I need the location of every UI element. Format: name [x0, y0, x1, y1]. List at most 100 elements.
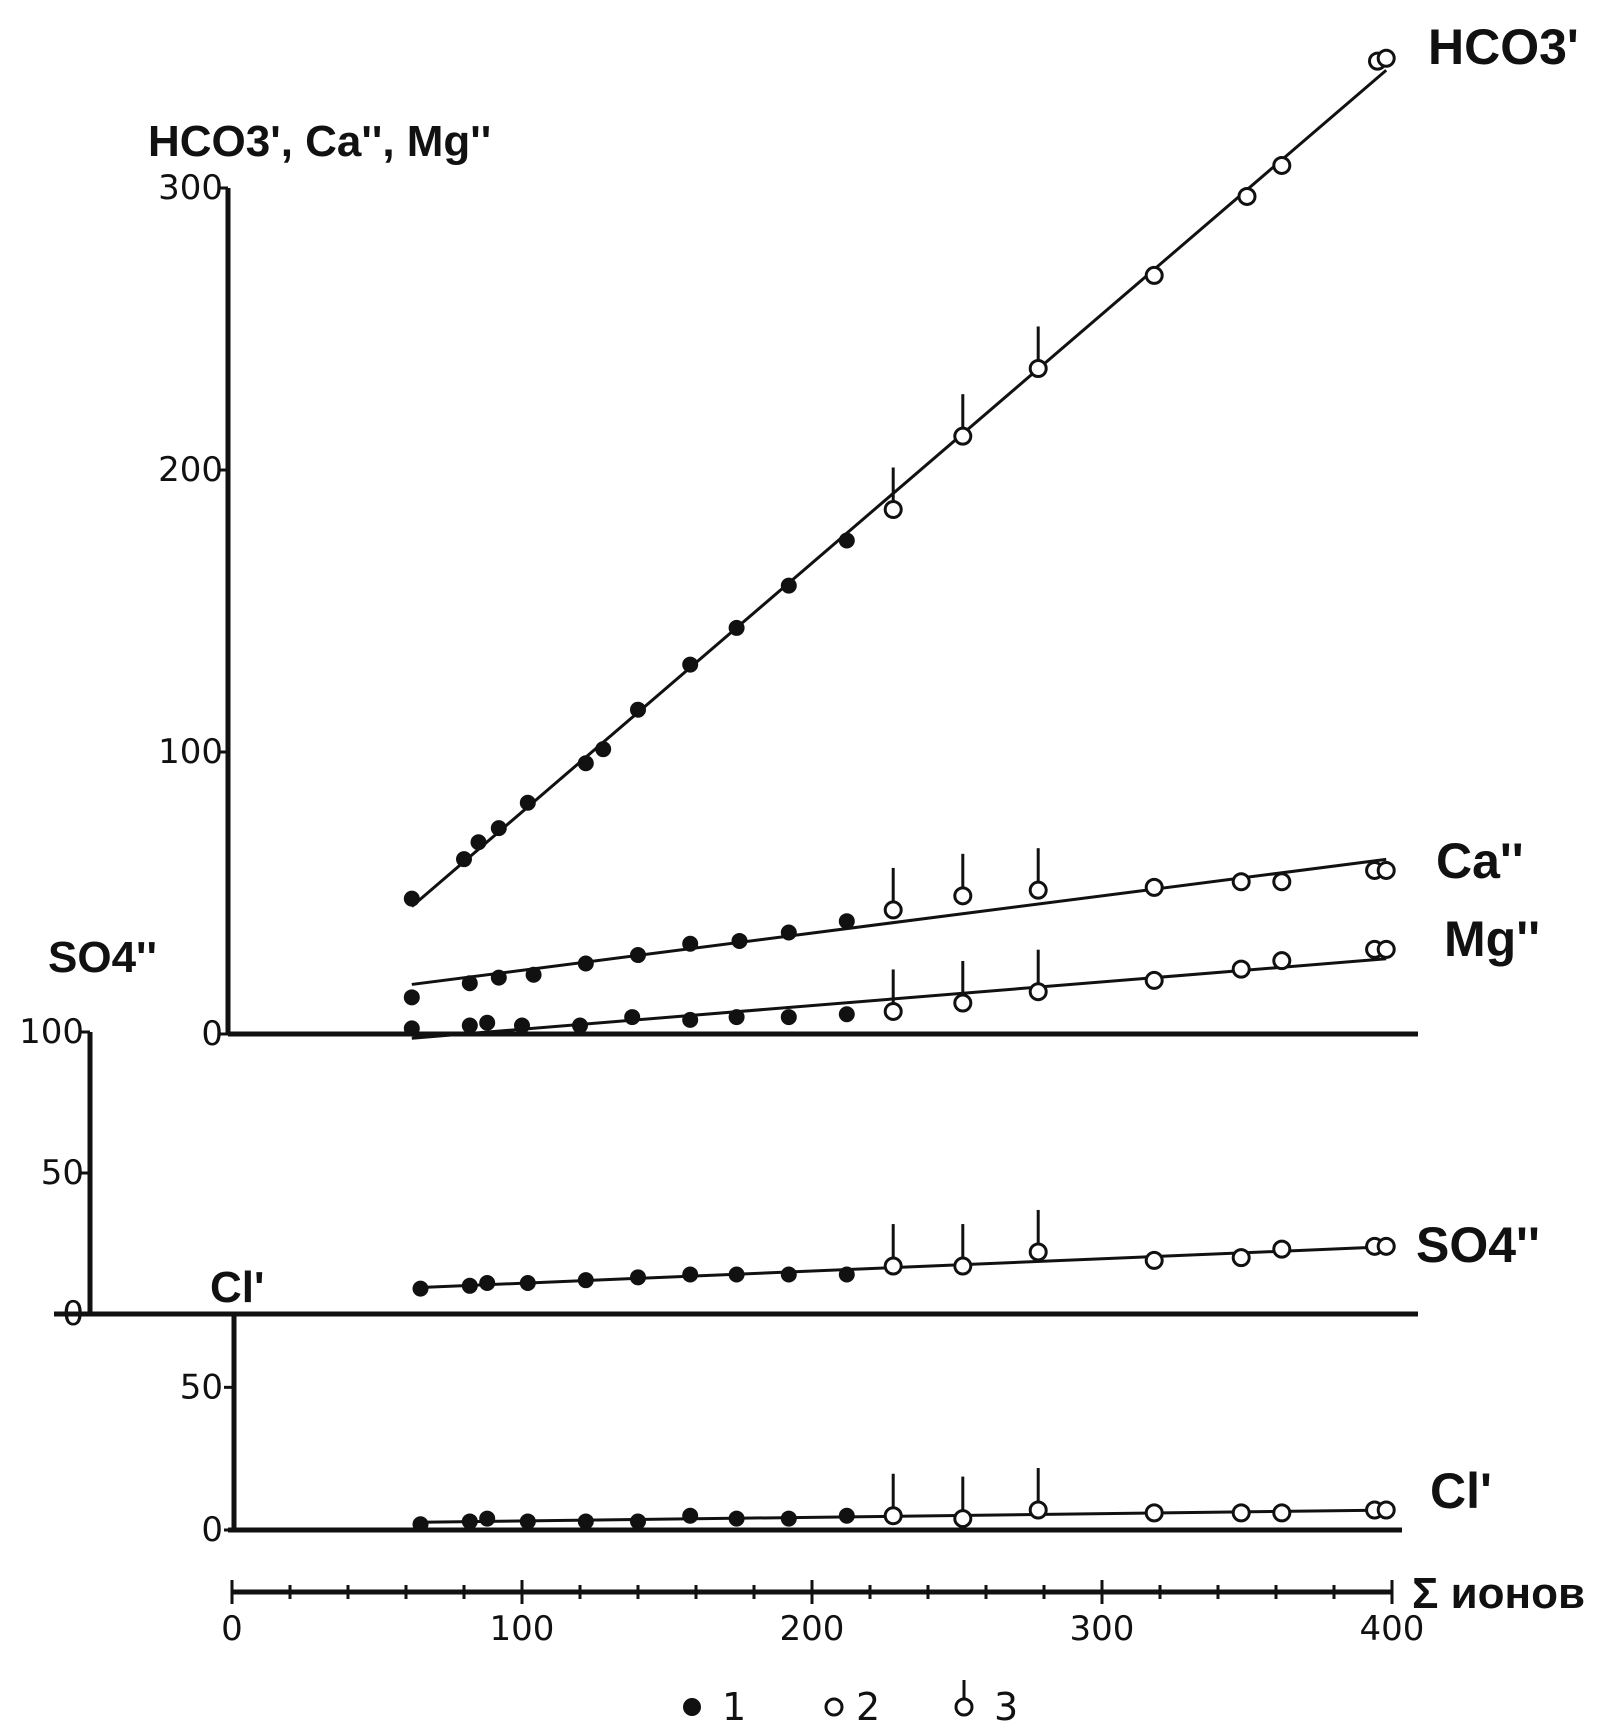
top-data-point: [838, 1006, 855, 1023]
top-data-point: [728, 1009, 745, 1026]
top-data-point: [572, 1017, 588, 1034]
series-label-ca: Ca'': [1436, 833, 1524, 889]
top-data-point: [883, 499, 903, 519]
top-data-point: [490, 820, 507, 837]
plot-layer: 0 100 200 300 0 50 100 0 50 0 100 200 300 400: [19, 48, 1425, 1649]
x-axis-tick-label: 400: [1360, 1609, 1425, 1649]
bottom-data-point: [1144, 1503, 1164, 1523]
top-data-point: [1376, 48, 1396, 68]
top-data-point: [953, 426, 973, 446]
middle-data-point: [1376, 1236, 1396, 1256]
top-data-point: [1144, 970, 1164, 990]
middle-data-point: [519, 1274, 536, 1291]
top-data-point: [630, 947, 646, 964]
top-y-tick-label: 200: [158, 450, 223, 490]
middle-data-point: [1272, 1239, 1292, 1259]
top-data-point: [1272, 872, 1292, 892]
top-data-point: [1144, 265, 1164, 285]
bottom-data-point: [780, 1510, 797, 1527]
top-data-point: [624, 1009, 641, 1026]
top-data-point: [1376, 939, 1396, 959]
bottom-data-point: [630, 1513, 646, 1530]
top-data-point: [1272, 155, 1292, 175]
top-data-point: [883, 900, 903, 920]
x-axis-tick-label: 200: [780, 1609, 845, 1649]
middle-y-tick-label: 0: [62, 1294, 84, 1334]
bottom-panel-y-axis-label: Cl': [210, 1263, 264, 1312]
bottom-data-point: [1376, 1500, 1396, 1520]
bottom-data-point: [953, 1509, 973, 1529]
top-y-tick-label: 0: [201, 1014, 223, 1054]
middle-data-point: [728, 1266, 745, 1283]
bottom-data-point: [412, 1516, 429, 1533]
top-data-point: [1028, 880, 1048, 900]
top-data-point: [1237, 186, 1257, 206]
top-data-point: [514, 1017, 530, 1034]
middle-panel-y-axis-label: SO4'': [48, 933, 157, 982]
top-data-point: [731, 932, 748, 949]
top-data-point: [838, 913, 855, 930]
middle-y-tick-label: 50: [41, 1153, 84, 1193]
x-axis-tick-label: 300: [1070, 1609, 1135, 1649]
top-data-point: [595, 741, 612, 758]
top-data-point: [682, 935, 699, 952]
bottom-data-point: [1231, 1503, 1251, 1523]
top-data-point: [490, 969, 507, 986]
series-label-hco3: HCO3': [1428, 19, 1579, 75]
top-data-point: [953, 886, 973, 906]
bottom-data-point: [461, 1513, 478, 1530]
top-data-point: [456, 851, 472, 868]
bottom-data-point: [883, 1506, 903, 1526]
top-data-point: [577, 755, 594, 772]
top-data-point: [1376, 860, 1396, 880]
middle-data-point: [479, 1274, 496, 1291]
middle-data-point: [630, 1269, 646, 1286]
series-label-mg: Mg'': [1444, 911, 1540, 967]
bottom-data-point: [519, 1513, 536, 1530]
top-data-point: [470, 834, 487, 851]
top-data-point: [1231, 959, 1251, 979]
top-data-point: [1231, 872, 1251, 892]
series-label-cl: Cl': [1430, 1463, 1492, 1519]
x-axis-label: Σ ионов: [1412, 1569, 1585, 1618]
middle-data-point: [780, 1266, 797, 1283]
legend-marker-open-circle: [824, 1697, 844, 1717]
top-trend-line-0: [410, 69, 1388, 908]
middle-data-point: [577, 1272, 594, 1289]
top-y-tick-label: 300: [158, 168, 223, 208]
middle-data-point: [1144, 1250, 1164, 1270]
chart-legend: 1 2 3: [683, 1680, 1018, 1728]
bottom-data-point: [479, 1510, 496, 1527]
middle-y-tick-label: 100: [19, 1012, 84, 1052]
middle-data-point: [883, 1256, 903, 1276]
legend-label-2: 2: [856, 1685, 880, 1728]
legend-marker-filled-circle: [683, 1698, 701, 1716]
top-data-point: [1144, 877, 1164, 897]
top-data-point: [682, 656, 699, 673]
middle-data-point: [1231, 1248, 1251, 1268]
legend-label-3: 3: [994, 1685, 1018, 1728]
legend-label-1: 1: [722, 1685, 746, 1728]
series-label-so4: SO4'': [1416, 1217, 1540, 1273]
top-data-point: [953, 993, 973, 1013]
top-data-point: [682, 1011, 699, 1028]
top-data-point: [479, 1014, 496, 1031]
top-trend-line-1: [411, 857, 1387, 986]
bottom-y-tick-label: 0: [201, 1510, 223, 1550]
top-data-point: [780, 1009, 797, 1026]
top-data-point: [1028, 358, 1048, 378]
top-data-point: [403, 890, 420, 907]
legend-marker-open-circle-with-stem: [954, 1697, 974, 1717]
bottom-y-tick-label: 50: [180, 1367, 223, 1407]
middle-data-point: [461, 1277, 478, 1294]
top-panel-y-axis-label: HCO3', Ca'', Mg'': [148, 117, 491, 166]
top-data-point: [883, 1001, 903, 1021]
middle-data-point: [412, 1280, 429, 1297]
top-data-point: [780, 577, 797, 594]
top-data-point: [403, 989, 420, 1006]
top-data-point: [838, 532, 855, 549]
middle-data-point: [838, 1266, 855, 1283]
top-data-point: [519, 794, 536, 811]
top-data-point: [403, 1020, 420, 1037]
